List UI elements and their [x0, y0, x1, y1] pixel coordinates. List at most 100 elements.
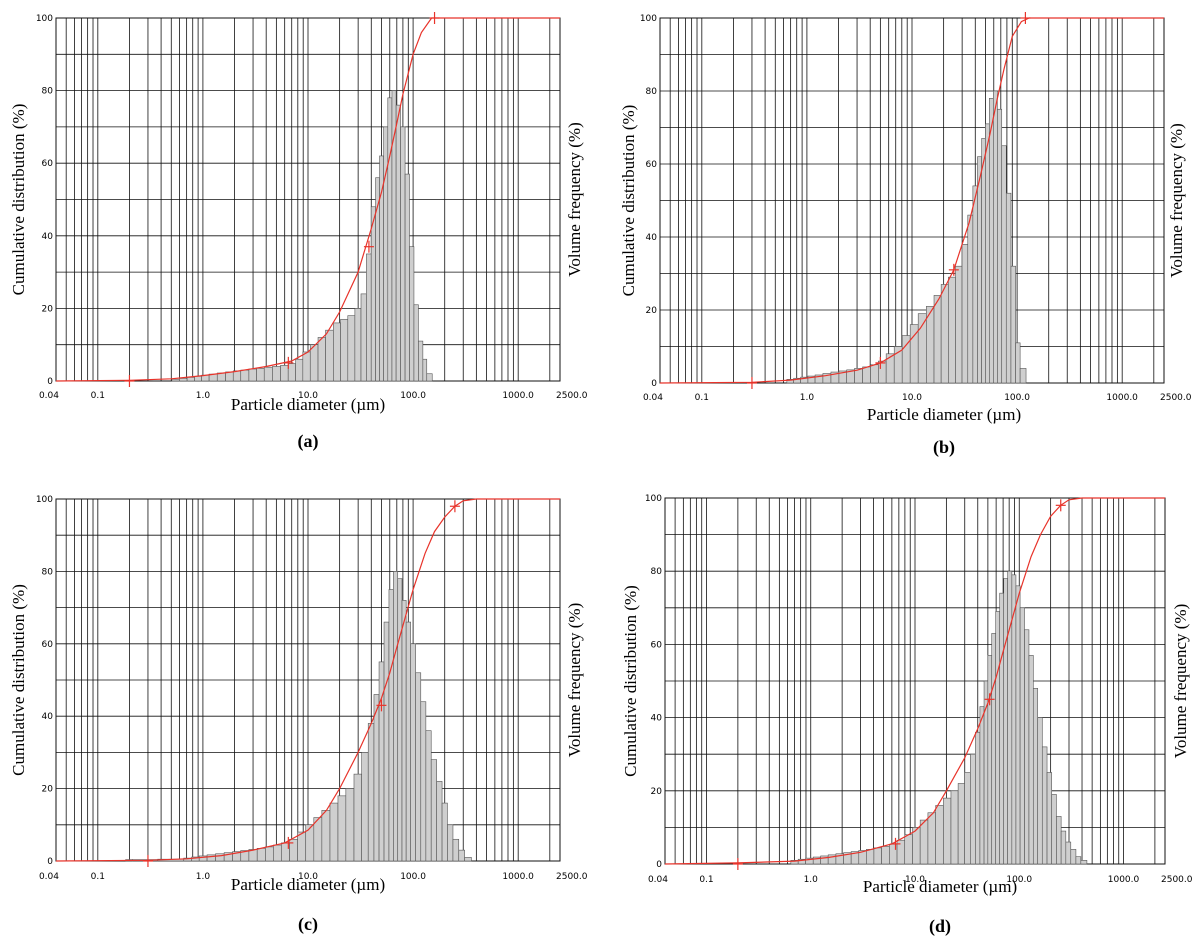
histogram-bar: [333, 322, 341, 382]
histogram-bar: [933, 295, 942, 384]
chart-panel-a: 0 20 40 60 80 100 0.04 0.1 1.0 10.0 100.0 1000.0 250…: [9, 12, 588, 452]
histogram-bar: [194, 375, 202, 382]
histogram-bar: [909, 324, 919, 384]
histogram-bar: [970, 753, 976, 865]
histogram-bar: [302, 351, 311, 382]
histogram-bar: [1019, 368, 1027, 384]
histogram-bar: [1015, 342, 1021, 384]
y-tick-label: 100: [36, 495, 53, 505]
x-tick-label: 10.0: [298, 872, 318, 882]
grid: [665, 498, 1165, 864]
histogram-bar: [1028, 655, 1034, 865]
histogram-bar: [418, 340, 424, 382]
x-tick-label: 2500.0: [1161, 875, 1193, 885]
y-axis-title: Cumulative distribution (%): [619, 105, 638, 297]
x-tick-label: 0.1: [91, 391, 105, 401]
histogram-bar: [912, 827, 921, 865]
histogram-bar: [309, 344, 319, 382]
histogram-bar: [866, 849, 875, 865]
histogram-bar: [1041, 746, 1048, 865]
x-tick-label: 0.1: [695, 393, 709, 403]
y-tick-label: 60: [651, 640, 663, 650]
histogram-bar: [1007, 570, 1013, 865]
histogram-bar: [441, 802, 448, 862]
histogram-bar: [919, 819, 929, 865]
histogram-bar: [256, 367, 265, 382]
histogram-bar: [881, 846, 890, 865]
cumulative-marker: [429, 12, 440, 24]
x-tick-label: 0.04: [39, 391, 59, 401]
histogram-bar: [458, 849, 465, 862]
cumulative-marker: [283, 356, 294, 369]
histogram-bar: [993, 90, 998, 384]
histogram-bar: [248, 368, 257, 382]
histogram-bar: [1070, 849, 1077, 865]
y-tick-label: 20: [42, 304, 54, 314]
histogram-bar: [464, 857, 472, 862]
y-tick-label: 80: [646, 87, 658, 97]
x-tick-label: 100.0: [1004, 393, 1030, 403]
histogram-bar: [397, 578, 403, 862]
y-tick-label: 40: [42, 712, 54, 722]
panel-label: (b): [933, 437, 955, 458]
histogram-bar: [366, 253, 372, 382]
cumulative-marker: [124, 375, 135, 387]
histogram-bar: [426, 373, 433, 382]
histogram-bar: [273, 844, 282, 862]
y-tick-label: 40: [651, 714, 663, 724]
histogram-bar: [256, 848, 266, 862]
histogram-bar: [904, 834, 913, 865]
histogram-bar: [337, 795, 347, 862]
histogram-bar: [1010, 265, 1016, 384]
histogram-bar: [972, 185, 978, 384]
histogram-bar: [1024, 629, 1030, 865]
x-tick-label: 1.0: [804, 875, 819, 885]
histogram-bar: [961, 244, 969, 384]
histogram-bar: [950, 790, 959, 865]
y-tick-label: 100: [640, 14, 657, 24]
histogram-bar: [1051, 794, 1057, 865]
histogram-bar: [413, 304, 419, 382]
y-tick-label: 80: [42, 87, 54, 97]
cumulative-marker: [363, 240, 374, 253]
y2-axis-title: Volume frequency (%): [565, 122, 584, 277]
histogram-bar: [240, 369, 250, 382]
x-tick-label: 1000.0: [1106, 393, 1138, 403]
x-tick-label: 0.1: [699, 875, 713, 885]
histogram-bar: [367, 723, 375, 862]
histogram-bar: [405, 621, 411, 862]
y-tick-label: 80: [651, 567, 663, 577]
histogram-bar: [353, 773, 362, 862]
histogram-bar: [171, 378, 180, 382]
histogram-bar: [436, 781, 443, 862]
x-tick-label: 2500.0: [1160, 393, 1192, 403]
histogram-bar: [422, 358, 428, 382]
x-tick-label: 0.04: [39, 872, 59, 882]
cumulative-marker: [376, 699, 387, 712]
x-tick-label: 0.1: [91, 872, 105, 882]
chart-panel-b: 0 20 40 60 80 100 0.04 0.1 1.0 10.0 100.0 1000.0 250…: [619, 12, 1192, 458]
histogram-bar: [186, 377, 195, 382]
histogram-bar: [430, 759, 437, 862]
x-tick-label: 10.0: [902, 393, 922, 403]
histogram-bar: [263, 366, 273, 382]
histogram-bar: [287, 363, 296, 382]
histogram-bar: [1005, 192, 1012, 384]
y-tick-label: 60: [42, 640, 54, 650]
x-tick-label: 1.0: [800, 393, 815, 403]
histogram-bar: [232, 370, 242, 382]
histogram-bar: [179, 378, 188, 382]
histogram-bar: [967, 214, 974, 384]
histogram-bar: [361, 752, 369, 862]
x-tick-label: 1000.0: [502, 391, 534, 401]
histogram-bar: [975, 731, 981, 865]
histogram-bar: [1060, 830, 1067, 865]
cumulative-curve: [55, 498, 560, 862]
histogram-bar: [1003, 578, 1008, 865]
cumulative-marker: [1055, 499, 1066, 512]
histogram-bars: [125, 571, 472, 862]
y2-axis-title: Volume frequency (%): [1171, 604, 1190, 759]
histogram-bar: [425, 730, 432, 862]
y-tick-label: 100: [36, 14, 53, 24]
histogram-bar: [995, 611, 1001, 865]
